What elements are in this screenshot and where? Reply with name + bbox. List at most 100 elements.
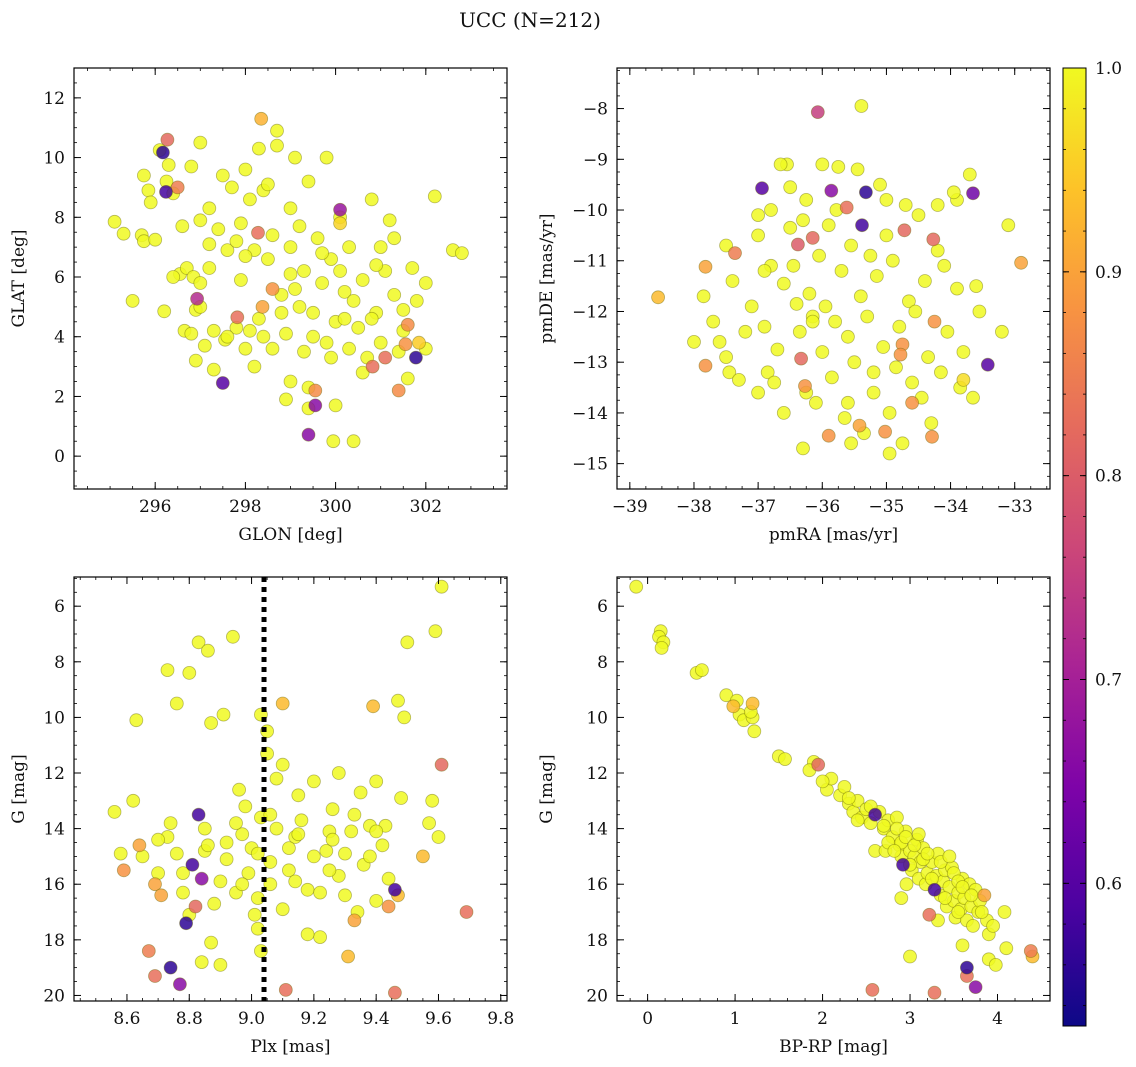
- scatter-point: [283, 267, 298, 281]
- scatter-point: [294, 813, 309, 828]
- scatter-point: [397, 710, 412, 725]
- scatter-point: [148, 969, 162, 983]
- scatter-point: [251, 225, 265, 240]
- x-axis-label: GLON [deg]: [238, 525, 342, 545]
- scatter-point: [732, 372, 746, 387]
- y-tick-label: −13: [572, 353, 608, 373]
- scatter-point: [927, 314, 942, 329]
- scatter-point: [839, 200, 854, 215]
- scatter-point: [265, 341, 280, 356]
- scatter-point: [288, 874, 303, 889]
- scatter-point: [726, 699, 741, 714]
- scatter-point: [242, 323, 257, 338]
- scatter-point: [275, 902, 290, 917]
- scatter-point: [786, 258, 801, 273]
- scatter-point: [215, 376, 230, 390]
- scatter-point: [300, 927, 315, 942]
- scatter-point: [315, 246, 330, 261]
- scatter-point: [322, 863, 337, 878]
- scatter-point: [306, 849, 321, 864]
- y-tick-label: −11: [572, 252, 608, 272]
- scatter-point: [216, 707, 231, 722]
- scatter-point: [415, 849, 430, 864]
- scatter-point: [193, 276, 208, 290]
- y-tick-label: 18: [43, 931, 65, 951]
- scatter-point: [882, 446, 897, 461]
- scatter-point: [151, 832, 166, 847]
- scatter-point: [270, 138, 284, 153]
- scatter-point: [381, 899, 396, 914]
- scatter-point: [792, 324, 807, 339]
- scatter-point: [911, 827, 926, 842]
- scatter-point: [313, 930, 328, 944]
- scatter-point: [890, 821, 904, 836]
- scatter-point: [878, 424, 892, 439]
- scatter-point: [263, 877, 278, 892]
- scatter-point: [310, 231, 325, 246]
- scatter-point: [767, 375, 782, 390]
- scatter-point: [194, 955, 209, 969]
- axes-frame: [616, 67, 1051, 490]
- scatter-point: [924, 416, 939, 431]
- scatter-point: [333, 264, 348, 278]
- scatter-point: [988, 958, 1003, 972]
- scatter-point: [163, 960, 178, 975]
- scatter-point: [926, 232, 941, 247]
- scatter-point: [238, 249, 253, 264]
- scatter-point: [722, 365, 737, 380]
- scatter-point: [899, 877, 914, 892]
- scatter-point: [175, 219, 190, 234]
- scatter-point: [719, 350, 733, 365]
- x-tick-label: −39: [612, 497, 648, 517]
- scatter-point: [918, 274, 932, 288]
- x-tick-label: 8.6: [113, 1009, 140, 1029]
- scatter-point: [783, 220, 798, 235]
- scatter-point: [902, 294, 916, 309]
- scatter-point: [291, 827, 306, 842]
- y-tick-label: −10: [572, 201, 608, 221]
- scatter-point: [719, 238, 733, 253]
- scatter-points: [651, 99, 1028, 461]
- scatter-point: [224, 180, 239, 195]
- scatter-point: [159, 184, 173, 199]
- scatter-point: [182, 666, 197, 680]
- scatter-point: [738, 324, 753, 339]
- scatter-point: [160, 663, 175, 677]
- scatter-point: [269, 821, 284, 836]
- scatter-point: [810, 105, 825, 119]
- scatter-point: [400, 371, 415, 386]
- scatter-point: [288, 282, 302, 296]
- scatter-point: [292, 219, 307, 234]
- scatter-point: [719, 688, 734, 703]
- scatter-point: [185, 857, 200, 872]
- scatter-point: [324, 350, 339, 365]
- scatter-point: [654, 641, 669, 655]
- scatter-point: [247, 907, 262, 922]
- scatter-point: [176, 866, 190, 880]
- scatter-point: [365, 359, 380, 374]
- scatter-point: [193, 213, 208, 228]
- scatter-point: [887, 844, 902, 858]
- scatter-point: [233, 273, 248, 287]
- scatter-point: [725, 274, 740, 288]
- scatter-point: [950, 281, 964, 296]
- x-tick-label: 1: [730, 1009, 741, 1029]
- scatter-point: [755, 181, 769, 196]
- scatter-point: [712, 334, 727, 349]
- scatter-point: [408, 350, 423, 365]
- scatter-point: [355, 365, 370, 380]
- scatter-point: [651, 290, 665, 305]
- scatter-point: [238, 162, 253, 177]
- scatter-point: [136, 168, 151, 183]
- y-tick-label: 8: [597, 653, 608, 673]
- scatter-point: [362, 849, 377, 864]
- scatter-point: [247, 359, 262, 374]
- scatter-point: [454, 246, 469, 261]
- y-tick-label: 12: [586, 764, 608, 784]
- scatter-point: [853, 289, 868, 304]
- scatter-point: [751, 385, 765, 400]
- scatter-point: [364, 311, 379, 326]
- y-tick-label: 6: [597, 597, 608, 617]
- y-tick-label: −8: [583, 100, 608, 120]
- scatter-point: [866, 365, 881, 380]
